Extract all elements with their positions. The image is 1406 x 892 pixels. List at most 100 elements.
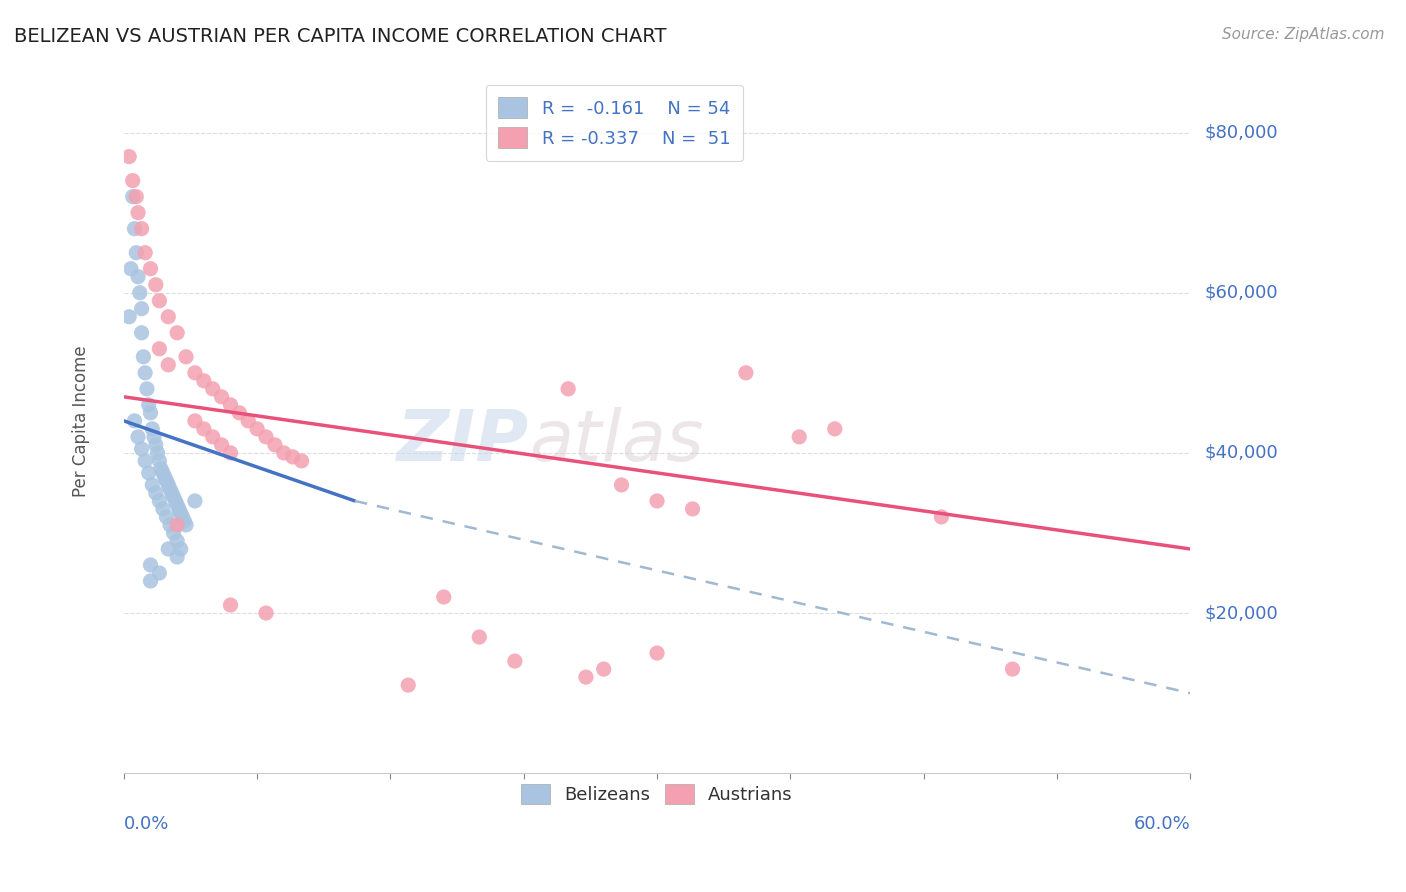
Point bbox=[228, 406, 250, 420]
Point bbox=[682, 502, 704, 516]
Point bbox=[148, 342, 170, 356]
Point bbox=[193, 422, 215, 436]
Point bbox=[159, 482, 181, 496]
Point bbox=[146, 446, 169, 460]
Text: $60,000: $60,000 bbox=[1205, 284, 1278, 301]
Point bbox=[246, 422, 269, 436]
Point bbox=[211, 438, 233, 452]
Point bbox=[172, 510, 194, 524]
Point bbox=[139, 261, 162, 276]
Point bbox=[131, 301, 153, 316]
Point bbox=[254, 430, 277, 444]
Point bbox=[132, 350, 155, 364]
Point bbox=[150, 462, 173, 476]
Point bbox=[157, 358, 180, 372]
Point bbox=[165, 494, 187, 508]
Point bbox=[159, 518, 181, 533]
Point bbox=[201, 430, 224, 444]
Point bbox=[125, 245, 148, 260]
Point bbox=[557, 382, 579, 396]
Text: Per Capita Income: Per Capita Income bbox=[72, 345, 90, 497]
Point bbox=[184, 494, 207, 508]
Text: 0.0%: 0.0% bbox=[124, 815, 169, 833]
Text: BELIZEAN VS AUSTRIAN PER CAPITA INCOME CORRELATION CHART: BELIZEAN VS AUSTRIAN PER CAPITA INCOME C… bbox=[14, 27, 666, 45]
Legend: Belizeans, Austrians: Belizeans, Austrians bbox=[512, 774, 801, 814]
Point bbox=[118, 310, 141, 324]
Point bbox=[148, 293, 170, 308]
Point bbox=[162, 525, 184, 540]
Point bbox=[127, 269, 149, 284]
Point bbox=[121, 189, 143, 203]
Point bbox=[136, 382, 159, 396]
Point bbox=[503, 654, 526, 668]
Point bbox=[174, 518, 197, 533]
Point bbox=[139, 406, 162, 420]
Point bbox=[155, 474, 177, 488]
Point bbox=[131, 221, 153, 235]
Point bbox=[152, 502, 174, 516]
Point bbox=[281, 450, 304, 464]
Point bbox=[264, 438, 287, 452]
Point bbox=[134, 454, 156, 468]
Point bbox=[610, 478, 633, 492]
Point bbox=[184, 414, 207, 428]
Point bbox=[592, 662, 614, 676]
Point bbox=[118, 150, 141, 164]
Point bbox=[433, 590, 456, 604]
Point bbox=[141, 422, 163, 436]
Point bbox=[254, 606, 277, 620]
Point bbox=[173, 514, 195, 528]
Point bbox=[124, 414, 146, 428]
Text: $80,000: $80,000 bbox=[1205, 124, 1278, 142]
Point bbox=[141, 478, 163, 492]
Point bbox=[138, 398, 160, 412]
Point bbox=[219, 598, 242, 612]
Point bbox=[575, 670, 598, 684]
Text: Source: ZipAtlas.com: Source: ZipAtlas.com bbox=[1222, 27, 1385, 42]
Point bbox=[170, 541, 193, 556]
Point bbox=[166, 326, 188, 340]
Point bbox=[290, 454, 312, 468]
Point bbox=[124, 221, 146, 235]
Point bbox=[160, 486, 183, 500]
Text: $20,000: $20,000 bbox=[1205, 604, 1278, 622]
Point bbox=[824, 422, 846, 436]
Point bbox=[184, 366, 207, 380]
Text: $40,000: $40,000 bbox=[1205, 444, 1278, 462]
Point bbox=[219, 446, 242, 460]
Point bbox=[193, 374, 215, 388]
Point bbox=[157, 310, 180, 324]
Point bbox=[396, 678, 419, 692]
Point bbox=[645, 494, 668, 508]
Point bbox=[211, 390, 233, 404]
Point bbox=[166, 533, 188, 548]
Point bbox=[134, 366, 156, 380]
Point bbox=[645, 646, 668, 660]
Point bbox=[120, 261, 142, 276]
Point bbox=[145, 438, 167, 452]
Point bbox=[134, 245, 156, 260]
Point bbox=[201, 382, 224, 396]
Point bbox=[128, 285, 150, 300]
Point bbox=[166, 498, 188, 512]
Point bbox=[125, 189, 148, 203]
Point bbox=[1001, 662, 1024, 676]
Point bbox=[238, 414, 260, 428]
Point bbox=[155, 510, 177, 524]
Point bbox=[148, 454, 170, 468]
Point bbox=[219, 398, 242, 412]
Point bbox=[170, 506, 193, 520]
Point bbox=[127, 430, 149, 444]
Point bbox=[148, 494, 170, 508]
Point bbox=[139, 558, 162, 572]
Point bbox=[157, 478, 180, 492]
Point bbox=[145, 486, 167, 500]
Text: 60.0%: 60.0% bbox=[1133, 815, 1191, 833]
Point bbox=[148, 566, 170, 580]
Point bbox=[735, 366, 758, 380]
Point bbox=[273, 446, 295, 460]
Point bbox=[157, 541, 180, 556]
Point bbox=[139, 574, 162, 588]
Point bbox=[162, 490, 184, 504]
Point bbox=[131, 326, 153, 340]
